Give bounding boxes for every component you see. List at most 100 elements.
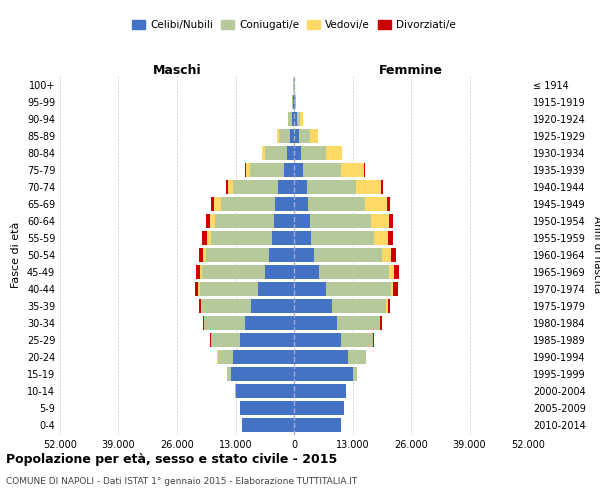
Bar [245, 316, 294, 330]
Bar [294, 384, 346, 398]
Bar [199, 298, 201, 313]
Bar [294, 180, 307, 194]
Bar [391, 248, 396, 262]
Bar [365, 197, 387, 212]
Bar [196, 282, 198, 296]
Text: Popolazione per età, sesso e stato civile - 2015: Popolazione per età, sesso e stato civil… [6, 452, 337, 466]
Bar [294, 282, 325, 296]
Bar [231, 366, 294, 381]
Bar [250, 163, 284, 178]
Bar [314, 248, 382, 262]
Bar [211, 197, 214, 212]
Bar [296, 112, 300, 126]
Bar [265, 265, 294, 279]
Bar [382, 248, 391, 262]
Bar [245, 163, 247, 178]
Y-axis label: Fasce di età: Fasce di età [11, 222, 21, 288]
Bar [242, 418, 294, 432]
Bar [202, 298, 251, 313]
Bar [262, 146, 265, 160]
Bar [391, 282, 394, 296]
Bar [240, 400, 294, 415]
Bar [294, 350, 348, 364]
Bar [221, 197, 275, 212]
Bar [389, 265, 394, 279]
Bar [206, 231, 211, 245]
Bar [294, 366, 353, 381]
Bar [275, 197, 294, 212]
Bar [204, 316, 245, 330]
Bar [199, 282, 258, 296]
Bar [348, 350, 366, 364]
Bar [374, 231, 388, 245]
Bar [341, 332, 373, 347]
Bar [294, 112, 296, 126]
Bar [206, 248, 269, 262]
Bar [202, 231, 206, 245]
Bar [246, 163, 250, 178]
Bar [199, 265, 202, 279]
Bar [373, 332, 374, 347]
Bar [341, 163, 364, 178]
Bar [394, 282, 398, 296]
Bar [218, 350, 233, 364]
Bar [278, 129, 290, 144]
Bar [295, 95, 296, 110]
Bar [199, 248, 203, 262]
Bar [294, 129, 299, 144]
Bar [325, 282, 391, 296]
Bar [299, 129, 310, 144]
Bar [292, 112, 294, 126]
Bar [387, 197, 390, 212]
Bar [337, 316, 380, 330]
Bar [215, 214, 274, 228]
Bar [294, 95, 295, 110]
Bar [380, 316, 382, 330]
Bar [381, 180, 383, 194]
Bar [211, 231, 271, 245]
Bar [271, 231, 294, 245]
Bar [307, 180, 356, 194]
Bar [353, 366, 356, 381]
Bar [269, 248, 294, 262]
Bar [274, 214, 294, 228]
Bar [202, 265, 265, 279]
Bar [293, 95, 294, 110]
Bar [371, 214, 389, 228]
Bar [211, 332, 240, 347]
Bar [233, 180, 278, 194]
Bar [203, 248, 206, 262]
Bar [265, 146, 287, 160]
Bar [389, 214, 392, 228]
Bar [388, 231, 393, 245]
Bar [310, 214, 371, 228]
Bar [235, 384, 294, 398]
Bar [326, 146, 342, 160]
Bar [294, 197, 308, 212]
Text: Femmine: Femmine [379, 64, 443, 76]
Bar [294, 298, 332, 313]
Bar [228, 180, 233, 194]
Bar [294, 418, 341, 432]
Bar [214, 197, 221, 212]
Bar [240, 332, 294, 347]
Bar [251, 298, 294, 313]
Text: COMUNE DI NAPOLI - Dati ISTAT 1° gennaio 2015 - Elaborazione TUTTITALIA.IT: COMUNE DI NAPOLI - Dati ISTAT 1° gennaio… [6, 478, 357, 486]
Bar [201, 298, 202, 313]
Bar [287, 146, 294, 160]
Bar [388, 298, 391, 313]
Bar [294, 231, 311, 245]
Bar [294, 163, 303, 178]
Bar [226, 180, 228, 194]
Bar [288, 112, 292, 126]
Bar [301, 146, 326, 160]
Bar [294, 214, 310, 228]
Bar [196, 265, 199, 279]
Bar [294, 248, 314, 262]
Bar [303, 163, 341, 178]
Bar [290, 129, 294, 144]
Bar [294, 400, 343, 415]
Bar [364, 163, 365, 178]
Bar [310, 129, 318, 144]
Bar [356, 180, 381, 194]
